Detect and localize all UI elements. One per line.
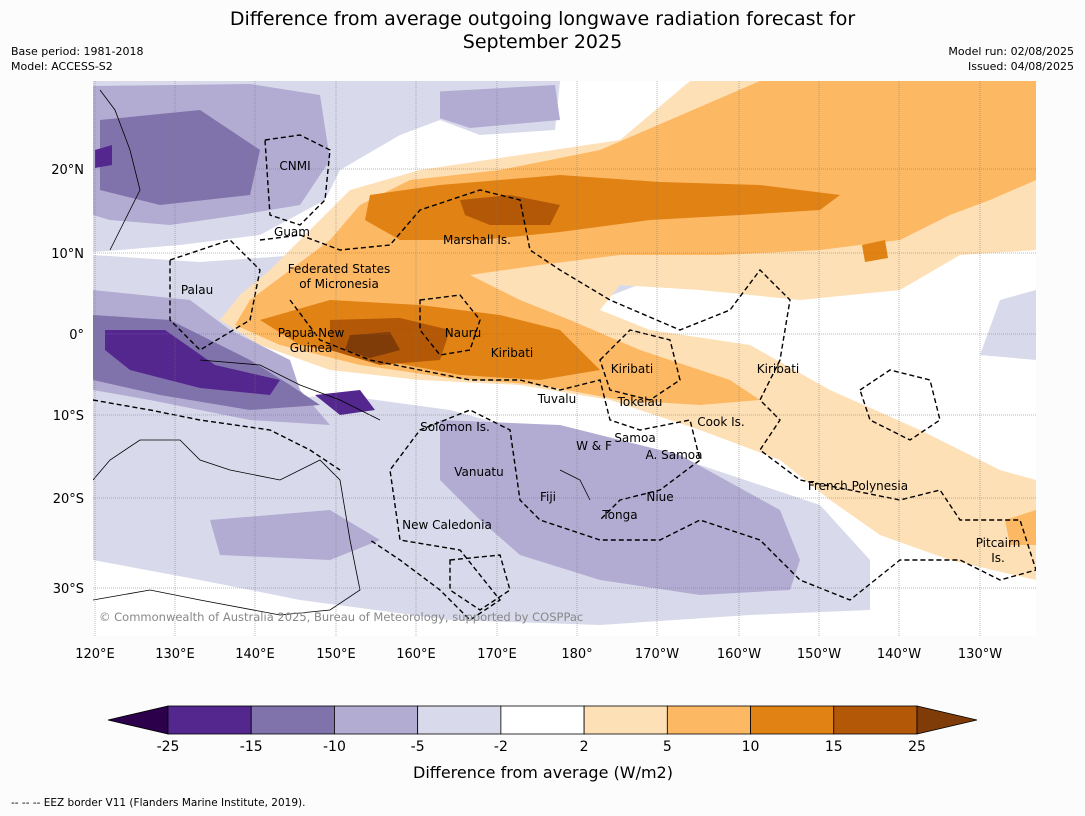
colorbar-tick: 15 [825, 739, 843, 755]
lon-label: 130°E [155, 647, 195, 662]
model-name: Model: ACCESS-S2 [11, 60, 113, 73]
region-label: Nauru [445, 326, 481, 340]
colorbar: -25 -15 -10 -5 -2 2 5 10 15 25 [107, 705, 978, 755]
chart-title: Difference from average outgoing longwav… [0, 8, 1085, 54]
positive-anomalies [220, 81, 1036, 580]
colorbar-bin [334, 705, 419, 735]
lat-label: 10°S [53, 409, 84, 424]
colorbar-tick: -25 [157, 739, 180, 755]
lon-label: 180° [561, 647, 592, 662]
colorbar-bin [167, 705, 252, 735]
lon-label: 170°E [477, 647, 517, 662]
colorbar-label: Difference from average (W/m2) [413, 763, 673, 782]
region-label: Guinea [290, 341, 333, 355]
colorbar-bin [250, 705, 335, 735]
colorbar-tick: -15 [240, 739, 263, 755]
lon-label: 150°W [797, 647, 841, 662]
map-field [93, 81, 1036, 636]
colorbar-tick: 10 [742, 739, 760, 755]
lon-label: 140°W [877, 647, 921, 662]
title-line-1: Difference from average outgoing longwav… [229, 8, 856, 30]
region-label: Kiribati [611, 362, 653, 376]
lon-label: 140°E [235, 647, 275, 662]
region-label: Fiji [540, 490, 556, 504]
eez-footnote: -- -- -- EEZ border V11 (Flanders Marine… [11, 797, 306, 809]
base-period: Base period: 1981-2018 [11, 45, 144, 58]
colorbar-over-arrow [916, 705, 978, 735]
colorbar-bin [833, 705, 918, 735]
title-line-2: September 2025 [462, 31, 623, 53]
region-label: W & F [576, 439, 612, 453]
region-label: Kiribati [491, 346, 533, 360]
region-label: Tuvalu [537, 392, 577, 406]
lon-label: 160°E [396, 647, 436, 662]
model-run: Model run: 02/08/2025 [948, 45, 1074, 58]
region-label: Pitcairn [976, 536, 1021, 550]
issued-date: Issued: 04/08/2025 [967, 60, 1074, 73]
lat-label: 10°N [51, 247, 84, 262]
colorbar-tick: -10 [323, 739, 346, 755]
region-label: Federated States [288, 262, 390, 276]
region-label: Vanuatu [454, 465, 504, 479]
region-label: Cook Is. [697, 415, 744, 429]
graticule [93, 81, 1036, 636]
colorbar-tick: -5 [411, 739, 425, 755]
lat-label: 0° [69, 328, 84, 343]
region-label: French Polynesia [808, 479, 908, 493]
region-label: Samoa [614, 431, 655, 445]
region-label: Is. [991, 551, 1005, 565]
colorbar-under-arrow [107, 705, 169, 735]
lat-label: 30°S [53, 582, 84, 597]
colorbar-tick: 25 [908, 739, 926, 755]
longitude-labels: 120°E 130°E 140°E 150°E 160°E 170°E 180° 170°W 1… [75, 647, 1002, 662]
colorbar-bin [583, 705, 668, 735]
lon-label: 160°W [717, 647, 761, 662]
colorbar-tick: -2 [494, 739, 508, 755]
lat-label: 20°S [53, 492, 84, 507]
lon-label: 170°W [635, 647, 679, 662]
region-label: New Caledonia [402, 518, 492, 532]
copyright-credit: © Commonwealth of Australia 2025, Bureau… [99, 610, 583, 624]
region-label: Niue [646, 490, 673, 504]
lon-label: 120°E [75, 647, 115, 662]
meta-left: Base period: 1981-2018 Model: ACCESS-S2 [11, 44, 143, 74]
colorbar-bin [417, 705, 502, 735]
latitude-labels: 20°N 10°N 0° 10°S 20°S 30°S [51, 163, 84, 597]
region-label: Papua New [278, 326, 345, 340]
region-label: Tonga [601, 508, 637, 522]
coastlines [93, 89, 591, 616]
colorbar-bin [500, 705, 585, 735]
lat-label: 20°N [51, 163, 84, 178]
region-label: Palau [181, 283, 213, 297]
colorbar-bin [666, 705, 751, 735]
lon-label: 130°W [958, 647, 1002, 662]
lon-label: 150°E [316, 647, 356, 662]
colorbar-tick: 2 [580, 739, 589, 755]
region-label: Marshall Is. [443, 233, 511, 247]
region-label: of Micronesia [299, 277, 379, 291]
region-label: A. Samoa [646, 448, 703, 462]
colorbar-bin [750, 705, 835, 735]
meta-right: Model run: 02/08/2025 Issued: 04/08/2025 [948, 44, 1074, 74]
region-label: CNMI [279, 159, 310, 173]
colorbar-tick: 5 [663, 739, 672, 755]
region-label: Guam [274, 225, 310, 239]
region-label: Kiribati [757, 362, 799, 376]
region-label: Tokelau [617, 395, 663, 409]
eez-borders [93, 134, 1036, 621]
region-label: Solomon Is. [420, 420, 490, 434]
